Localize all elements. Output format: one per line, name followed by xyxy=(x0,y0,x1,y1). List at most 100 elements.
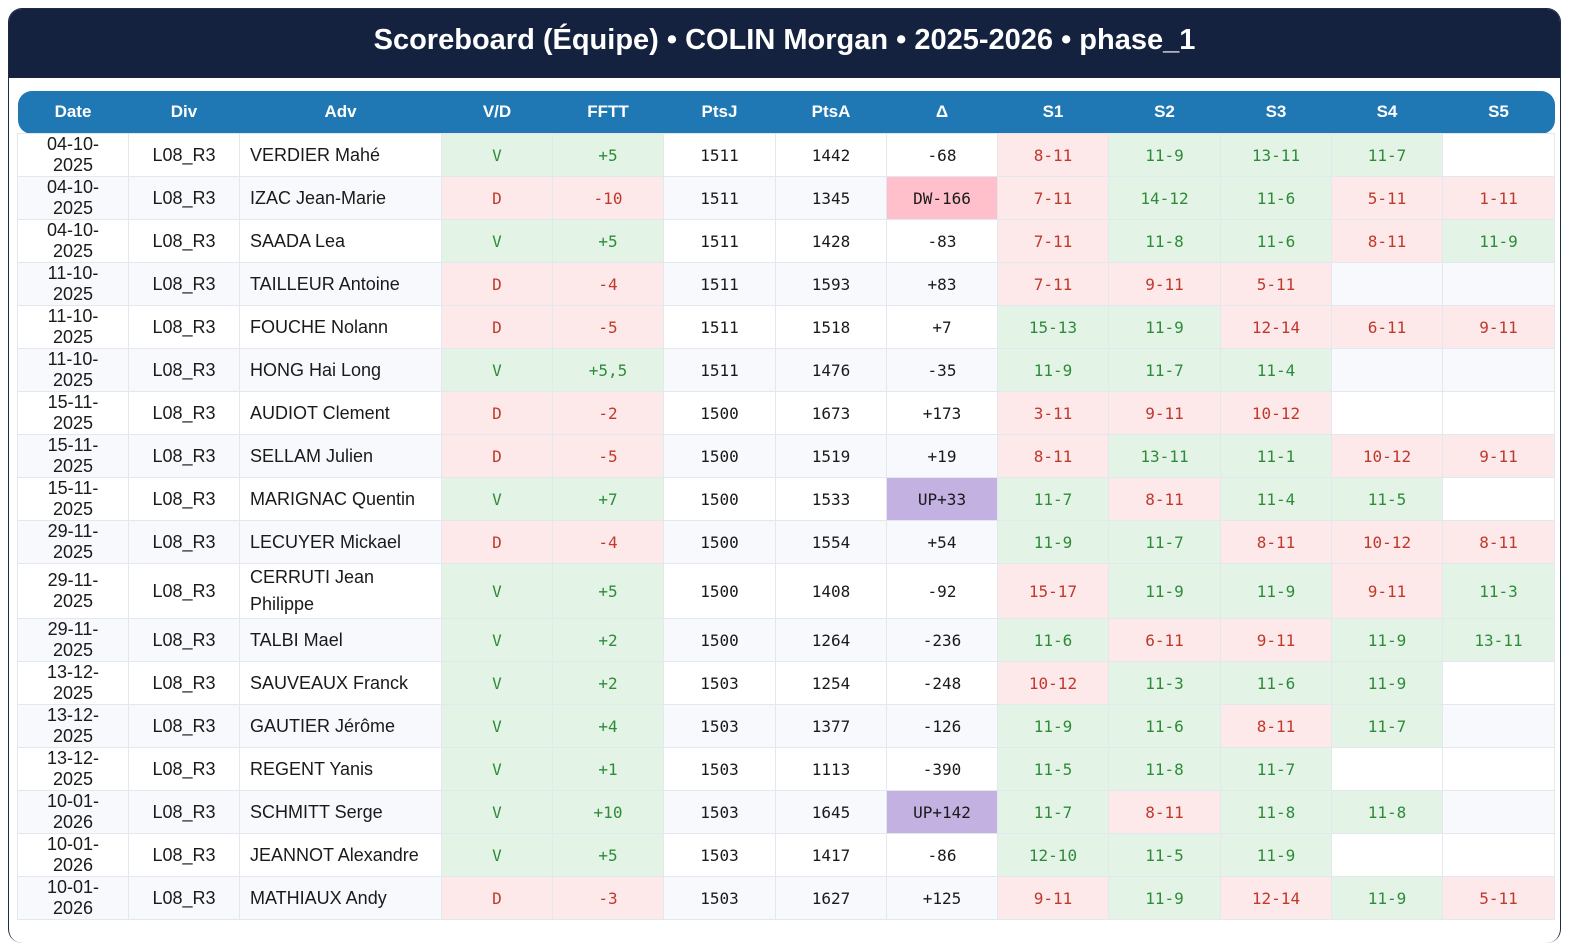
table-cell: V xyxy=(441,704,553,748)
table-cell: V xyxy=(441,618,553,662)
column-header: FFTT xyxy=(552,91,664,134)
table-cell: 15-17 xyxy=(997,563,1109,619)
table-cell: L08_R3 xyxy=(128,176,240,220)
table-cell: 1511 xyxy=(663,305,776,349)
table-body: 04-10-2025 L08_R3 VERDIER Mahé V +5 1511 1442-… xyxy=(17,133,1555,920)
table-cell: 11-9 xyxy=(1220,563,1332,619)
table-cell: 11-9 xyxy=(997,704,1109,748)
table-cell: SAADA Lea xyxy=(239,219,442,263)
table-cell: 1500 xyxy=(663,434,776,478)
column-header: Div xyxy=(128,91,240,134)
table-cell: 15-11-2025 xyxy=(17,391,129,435)
column-header: Date xyxy=(17,91,129,134)
table-cell: D xyxy=(441,262,553,306)
table-cell: D xyxy=(441,176,553,220)
table-cell: 15-11-2025 xyxy=(17,434,129,478)
table-cell: 1428 xyxy=(775,219,887,263)
table-row: 04-10-2025 L08_R3 VERDIER Mahé V +5 1511 1442-… xyxy=(17,133,1555,177)
table-row: 15-11-2025 L08_R3 MARIGNAC Quentin V +7 1500 1… xyxy=(17,477,1555,521)
table-cell: -3 xyxy=(552,876,664,920)
table-cell: +54 xyxy=(886,520,998,564)
table-cell: UP+33 xyxy=(886,477,998,521)
table-cell: 13-11 xyxy=(1108,434,1221,478)
table-cell: 10-12 xyxy=(1331,520,1443,564)
table-cell: D xyxy=(441,520,553,564)
table-cell: -10 xyxy=(552,176,664,220)
table-cell: GAUTIER Jérôme xyxy=(239,704,442,748)
table-cell xyxy=(1442,661,1555,705)
table-cell: 11-4 xyxy=(1220,348,1332,392)
table-cell: +7 xyxy=(552,477,664,521)
table-cell: 5-11 xyxy=(1220,262,1332,306)
table-cell: L08_R3 xyxy=(128,618,240,662)
table-cell: +4 xyxy=(552,704,664,748)
table-cell: 11-5 xyxy=(1331,477,1443,521)
table-cell: 1-11 xyxy=(1442,176,1555,220)
table-cell: +19 xyxy=(886,434,998,478)
table-cell: 11-7 xyxy=(1108,520,1221,564)
table-cell: 11-6 xyxy=(1220,661,1332,705)
table-cell: 1511 xyxy=(663,133,776,177)
table-cell: 7-11 xyxy=(997,176,1109,220)
table-row: 04-10-2025 L08_R3 IZAC Jean-Marie D -10 1511 1… xyxy=(17,176,1555,220)
table-cell: 1500 xyxy=(663,520,776,564)
title: Scoreboard (Équipe) • COLIN Morgan • 202… xyxy=(9,9,1560,78)
table-cell: JEANNOT Alexandre xyxy=(239,833,442,877)
table-cell: IZAC Jean-Marie xyxy=(239,176,442,220)
table-cell: 9-11 xyxy=(1220,618,1332,662)
table-cell: 1511 xyxy=(663,219,776,263)
table-cell: 10-01-2026 xyxy=(17,833,129,877)
table-cell: L08_R3 xyxy=(128,133,240,177)
table-cell: -83 xyxy=(886,219,998,263)
column-header: PtsA xyxy=(775,91,887,134)
table-row: 13-12-2025 L08_R3 SAUVEAUX Franck V +2 1503 12… xyxy=(17,661,1555,705)
table-cell: 8-11 xyxy=(1108,790,1221,834)
table-cell: L08_R3 xyxy=(128,520,240,564)
column-header: S4 xyxy=(1331,91,1443,134)
table-cell xyxy=(1331,262,1443,306)
table-cell: L08_R3 xyxy=(128,348,240,392)
table-cell: CERRUTI Jean Philippe xyxy=(239,563,442,619)
table-cell xyxy=(1331,348,1443,392)
table-cell: 1345 xyxy=(775,176,887,220)
table-cell: 5-11 xyxy=(1442,876,1555,920)
table-cell xyxy=(1442,391,1555,435)
table-cell: 11-9 xyxy=(997,348,1109,392)
table-cell: 3-11 xyxy=(997,391,1109,435)
table-cell: 12-14 xyxy=(1220,876,1332,920)
table-cell: +5 xyxy=(552,133,664,177)
table-cell: L08_R3 xyxy=(128,434,240,478)
table-cell: 1264 xyxy=(775,618,887,662)
table-cell: TALBI Mael xyxy=(239,618,442,662)
table-cell: -5 xyxy=(552,434,664,478)
table-row: 15-11-2025 L08_R3 AUDIOT Clement D -2 1500 167… xyxy=(17,391,1555,435)
table-row: 11-10-2025 L08_R3 FOUCHE Nolann D -5 1511 1518… xyxy=(17,305,1555,349)
table-cell: +5 xyxy=(552,219,664,263)
table-row: 29-11-2025 L08_R3 LECUYER Mickael D -4 1500 15… xyxy=(17,520,1555,564)
table-row: 10-01-2026 L08_R3 SCHMITT Serge V +10 1503 164… xyxy=(17,790,1555,834)
table-cell: -4 xyxy=(552,520,664,564)
column-header: PtsJ xyxy=(663,91,776,134)
table-cell: 15-11-2025 xyxy=(17,477,129,521)
table-cell: D xyxy=(441,876,553,920)
table-cell: 8-11 xyxy=(1220,520,1332,564)
table-cell: HONG Hai Long xyxy=(239,348,442,392)
table-cell: 1503 xyxy=(663,876,776,920)
table-cell: 1554 xyxy=(775,520,887,564)
table-row: 10-01-2026 L08_R3 MATHIAUX Andy D -3 1503 1627… xyxy=(17,876,1555,920)
table-cell: 11-8 xyxy=(1220,790,1332,834)
table-cell: 1377 xyxy=(775,704,887,748)
table-cell: 11-1 xyxy=(1220,434,1332,478)
table-cell: +2 xyxy=(552,661,664,705)
table-cell: +5 xyxy=(552,563,664,619)
table-cell: UP+142 xyxy=(886,790,998,834)
table-cell: 11-9 xyxy=(1331,876,1443,920)
table-cell: V xyxy=(441,219,553,263)
table-cell: 11-3 xyxy=(1108,661,1221,705)
table-cell: -4 xyxy=(552,262,664,306)
table-cell: 11-7 xyxy=(1331,704,1443,748)
table-cell: +5 xyxy=(552,833,664,877)
table-cell: L08_R3 xyxy=(128,661,240,705)
table-cell: 1503 xyxy=(663,747,776,791)
table-cell: SELLAM Julien xyxy=(239,434,442,478)
